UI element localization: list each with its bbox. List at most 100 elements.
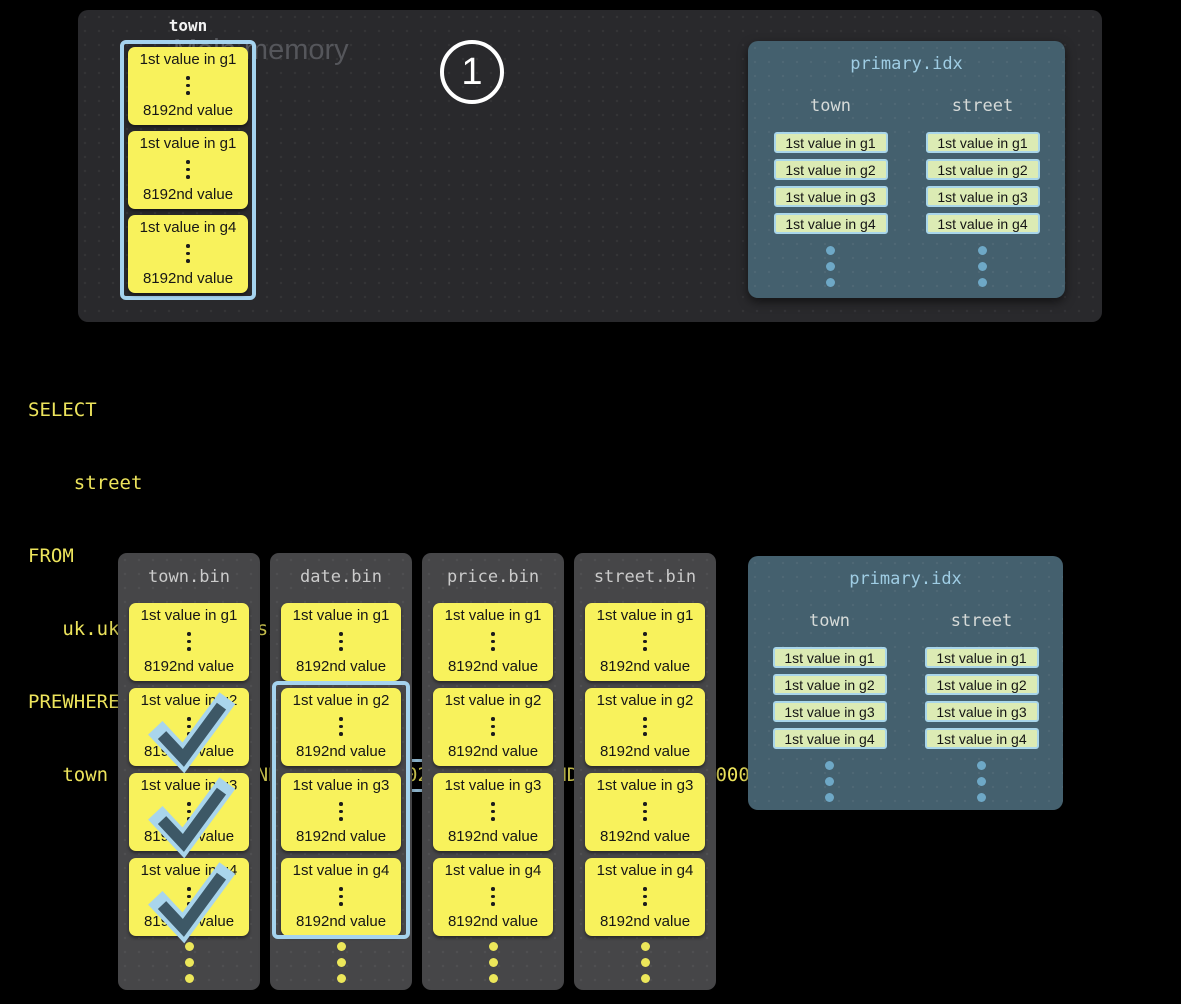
more-granules-dots [640, 942, 650, 983]
index-entry: 1st value in g3 [925, 186, 1040, 207]
index-column-street: street 1st value in g1 1st value in g2 1… [925, 96, 1040, 287]
granule-last-value: 8192nd value [143, 657, 235, 675]
granule-block-g4: 1st value in g4 8192nd value [585, 858, 705, 936]
granule-last-value: 8192nd value [142, 101, 234, 119]
granule-block-g2: 1st value in g2 8192nd value [281, 688, 401, 766]
granule-first-value: 1st value in g1 [292, 607, 390, 624]
granule-last-value: 8192nd value [447, 827, 539, 845]
sql-line: PREWHERE [28, 691, 120, 713]
index-entry: 1st value in g3 [773, 186, 888, 207]
granule-last-value: 8192nd value [447, 657, 539, 675]
more-entries-dots [977, 761, 986, 802]
granule-last-value: 8192nd value [295, 912, 387, 930]
bin-granule-blocks: 1st value in g1 8192nd value 1st value i… [129, 603, 249, 944]
sql-line: SELECT [28, 399, 97, 421]
granule-block-g3: 1st value in g3 8192nd value [281, 773, 401, 851]
index-column-header: street [951, 96, 1014, 116]
loaded-column-highlight-box: 1st value in g1 8192nd value 1st value i… [120, 40, 256, 300]
index-entry: 1st value in g2 [773, 159, 888, 180]
bin-granule-blocks: 1st value in g1 8192nd value 1st value i… [281, 603, 401, 936]
memory-granule-block-3: 1st value in g4 8192nd value [128, 215, 248, 293]
bin-file-panel-price: price.bin 1st value in g1 8192nd value 1… [422, 553, 564, 990]
granule-block-g1: 1st value in g1 8192nd value [433, 603, 553, 681]
granule-last-value: 8192nd value [447, 912, 539, 930]
granule-first-value: 1st value in g4 [139, 219, 237, 236]
granule-first-value: 1st value in g1 [139, 135, 237, 152]
granule-block-g1: 1st value in g1 8192nd value [129, 603, 249, 681]
granule-last-value: 8192nd value [599, 827, 691, 845]
granule-first-value: 1st value in g2 [292, 692, 390, 709]
more-entries-dots [978, 246, 987, 287]
checkmark-icon [148, 692, 236, 774]
memory-granule-block-1: 1st value in g1 8192nd value [128, 47, 248, 125]
more-granules-dots [488, 942, 498, 983]
granule-block-g3: 1st value in g3 8192nd value [433, 773, 553, 851]
ellipsis-icon [186, 160, 190, 179]
index-column-town: town 1st value in g1 1st value in g2 1st… [772, 611, 887, 802]
ellipsis-icon [339, 802, 343, 821]
bin-file-title: town.bin [148, 567, 230, 587]
granule-block-g2: 1st value in g2 8192nd value [433, 688, 553, 766]
ellipsis-icon [491, 717, 495, 736]
granule-first-value: 1st value in g1 [140, 607, 238, 624]
granule-block-g4: 1st value in g4 8192nd value [281, 858, 401, 936]
granule-last-value: 8192nd value [142, 185, 234, 203]
index-column-header: street [950, 611, 1013, 631]
primary-index-panel-bottom: primary.idx town 1st value in g1 1st val… [748, 556, 1063, 810]
ellipsis-icon [187, 632, 191, 651]
bin-file-panel-town: town.bin 1st value in g1 8192nd value 1s… [118, 553, 260, 990]
index-entry: 1st value in g1 [925, 132, 1040, 153]
granule-first-value: 1st value in g1 [444, 607, 542, 624]
granule-first-value: 1st value in g3 [292, 777, 390, 794]
granule-last-value: 8192nd value [295, 657, 387, 675]
granule-block-g2: 1st value in g2 8192nd value [585, 688, 705, 766]
index-entry: 1st value in g1 [772, 647, 887, 668]
granule-first-value: 1st value in g4 [444, 862, 542, 879]
granule-block-g1: 1st value in g1 8192nd value [585, 603, 705, 681]
ellipsis-icon [339, 717, 343, 736]
granule-last-value: 8192nd value [295, 742, 387, 760]
index-column-header: town [809, 611, 850, 631]
granule-block-g4: 1st value in g4 8192nd value [433, 858, 553, 936]
index-column-header: town [810, 96, 851, 116]
step-number: 1 [461, 50, 483, 93]
bin-file-panel-street: street.bin 1st value in g1 8192nd value … [574, 553, 716, 990]
primary-index-panel-top: primary.idx town 1st value in g1 1st val… [748, 41, 1065, 298]
index-entry: 1st value in g2 [924, 674, 1039, 695]
granule-first-value: 1st value in g4 [292, 862, 390, 879]
primary-index-columns: town 1st value in g1 1st value in g2 1st… [772, 611, 1039, 802]
granule-last-value: 8192nd value [599, 657, 691, 675]
index-entry: 1st value in g2 [772, 674, 887, 695]
granule-first-value: 1st value in g3 [596, 777, 694, 794]
granule-first-value: 1st value in g1 [139, 51, 237, 68]
index-entry: 1st value in g4 [772, 728, 887, 749]
granule-block-g2: 1st value in g2 8192nd value [129, 688, 249, 774]
sql-line: FROM [28, 545, 74, 567]
primary-index-title: primary.idx [850, 54, 963, 74]
more-entries-dots [825, 761, 834, 802]
granule-first-value: 1st value in g1 [596, 607, 694, 624]
ellipsis-icon [643, 717, 647, 736]
bin-file-title: date.bin [300, 567, 382, 587]
sql-line: street [28, 472, 143, 494]
ellipsis-icon [186, 76, 190, 95]
more-entries-dots [826, 246, 835, 287]
more-granules-dots [184, 942, 194, 983]
granule-first-value: 1st value in g3 [444, 777, 542, 794]
granule-last-value: 8192nd value [142, 269, 234, 287]
granule-first-value: 1st value in g2 [444, 692, 542, 709]
granule-block-g4: 1st value in g4 8192nd value [129, 858, 249, 944]
checkmark-icon [148, 862, 236, 944]
ellipsis-icon [643, 802, 647, 821]
index-entry: 1st value in g4 [773, 213, 888, 234]
index-column-street: street 1st value in g1 1st value in g2 1… [924, 611, 1039, 802]
index-entry: 1st value in g3 [924, 701, 1039, 722]
memory-granule-block-2: 1st value in g1 8192nd value [128, 131, 248, 209]
bin-granule-blocks: 1st value in g1 8192nd value 1st value i… [433, 603, 553, 936]
granule-last-value: 8192nd value [599, 742, 691, 760]
ellipsis-icon [491, 632, 495, 651]
primary-index-title: primary.idx [849, 569, 962, 589]
index-entry: 1st value in g3 [772, 701, 887, 722]
granule-last-value: 8192nd value [447, 742, 539, 760]
